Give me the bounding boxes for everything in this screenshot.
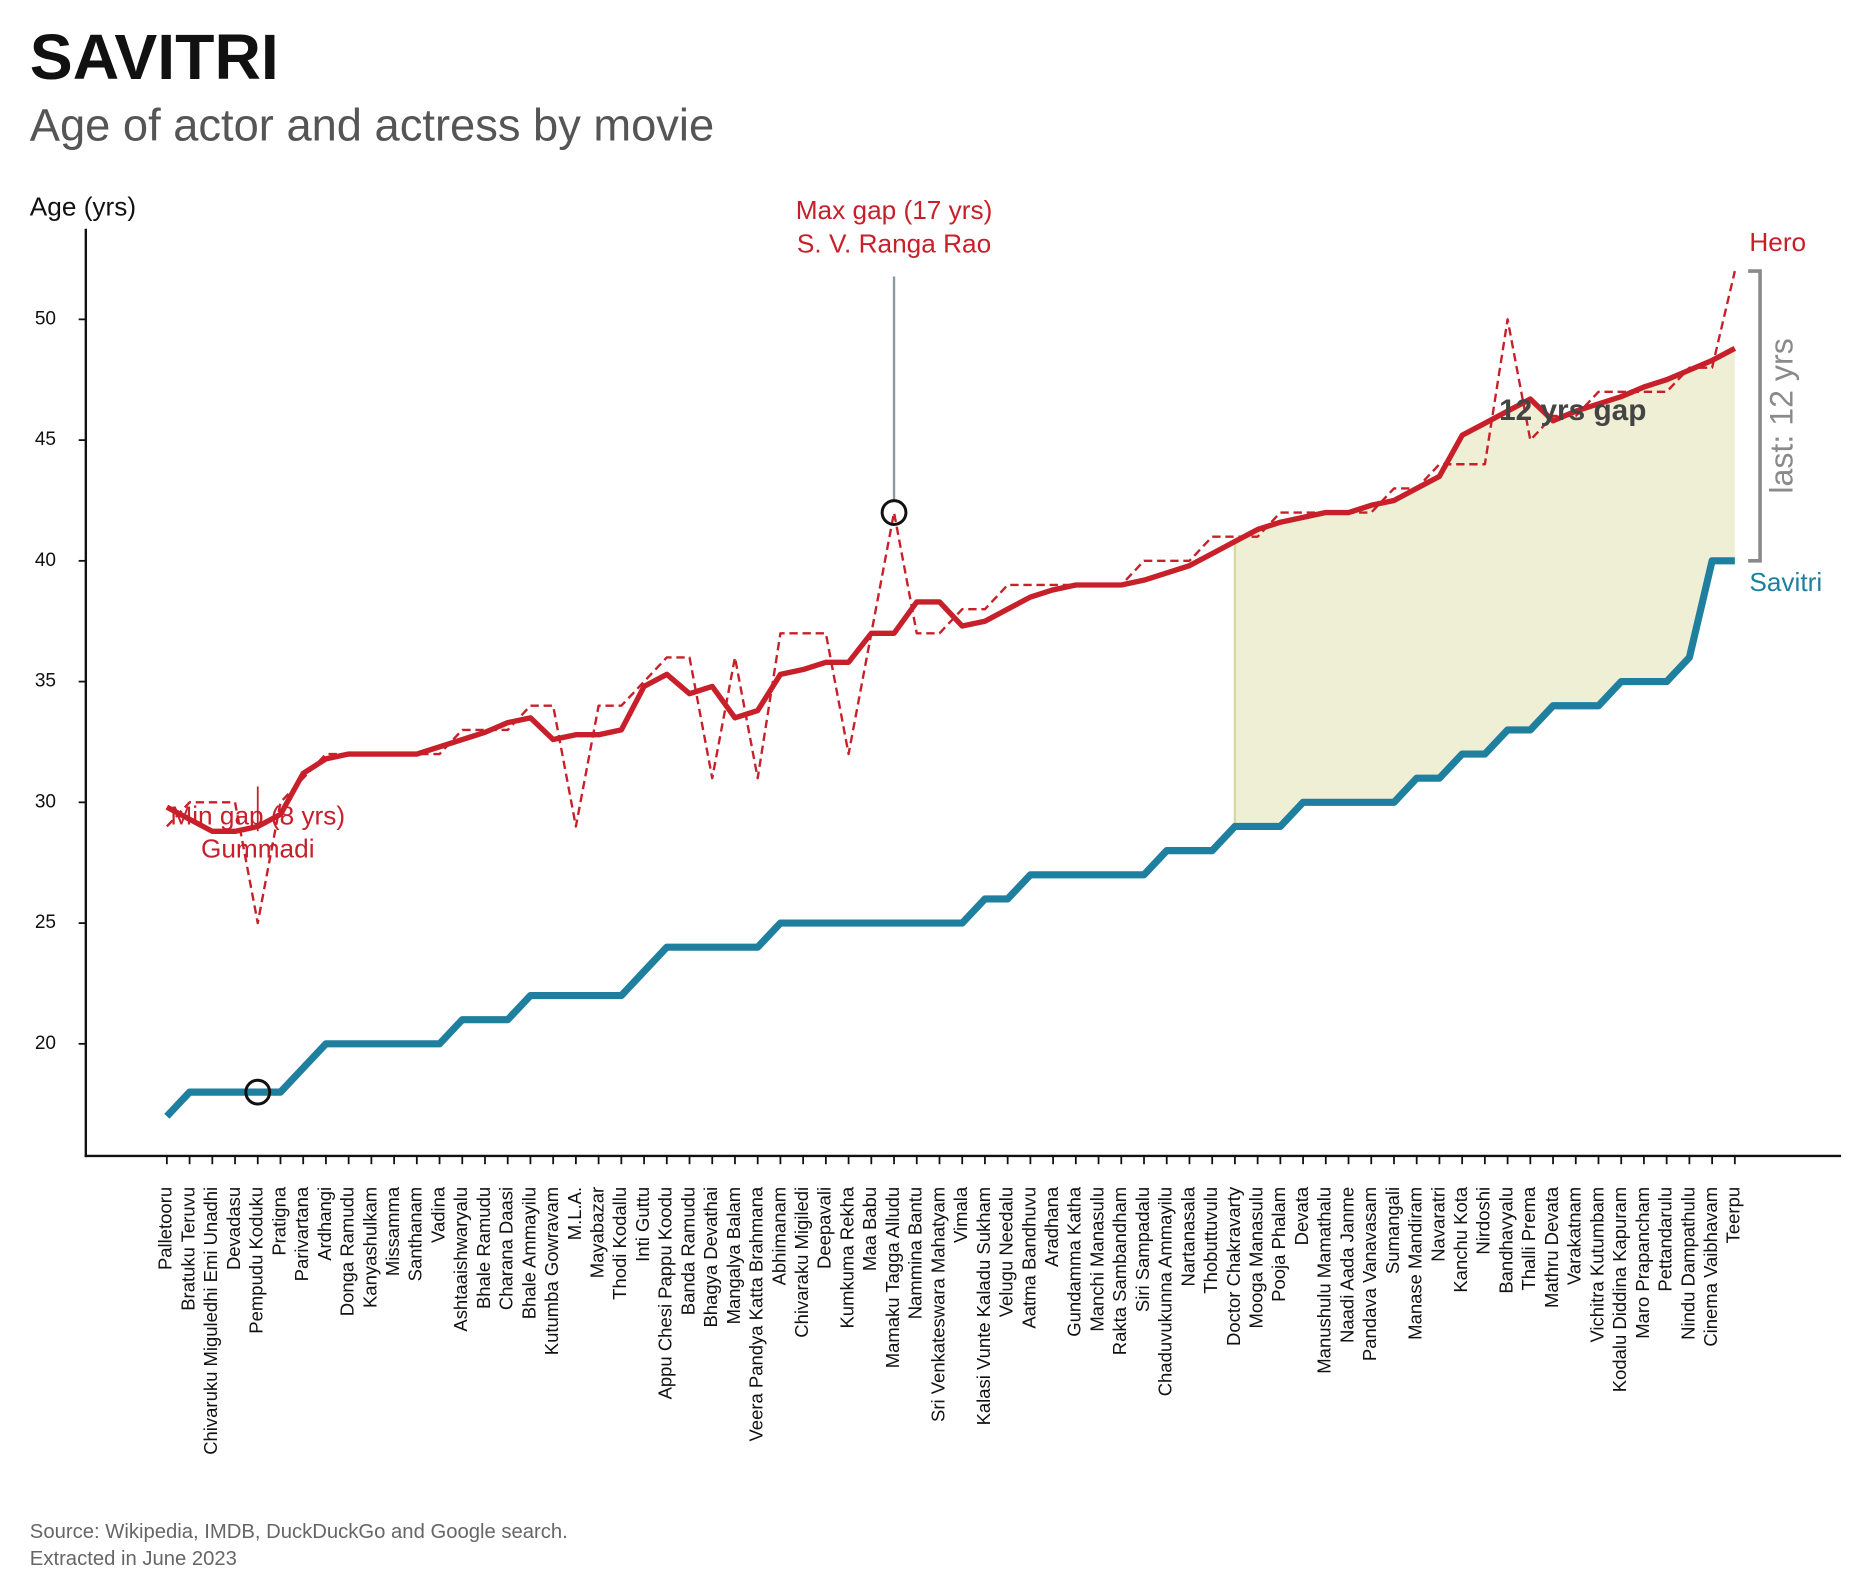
x-tick-label: Maro Prapancham [1632,1187,1653,1339]
y-tick-label: 50 [35,308,56,329]
series-label: Hero [1749,227,1806,257]
x-tick-label: Kanyashulkam [359,1187,380,1308]
x-tick-label: Pempudu Koduku [246,1187,267,1334]
x-tick-label: Nammina Bantu [905,1187,926,1319]
chart-title: SAVITRI [30,21,279,93]
y-axis-label: Age (yrs) [30,191,136,221]
x-tick-label: Mangalya Balam [723,1187,744,1325]
source-note: Extracted in June 2023 [30,1548,237,1570]
x-tick-label: Aatma Bandhuvu [1018,1187,1039,1329]
x-tick-label: Pratigna [268,1186,289,1256]
x-tick-label: Vichitra Kutumbam [1586,1187,1607,1343]
x-tick-label: Pandava Vanavasam [1359,1187,1380,1361]
x-tick-label: Bhale Ammayilu [518,1187,539,1319]
x-tick-label: Pettandarulu [1655,1187,1676,1292]
max-gap-label: S. V. Ranga Rao [797,228,991,258]
x-tick-label: Nartanasala [1177,1186,1198,1286]
x-tick-label: Parivartana [291,1186,312,1281]
x-tick-label: Mathru Devata [1541,1186,1562,1308]
x-tick-label: Nirdoshi [1473,1187,1494,1255]
x-tick-label: Vadina [427,1186,448,1243]
last-gap-label: last: 12 yrs [1763,338,1799,493]
x-tick-label: Gundamma Katha [1064,1186,1085,1337]
gap-area [1234,348,1735,827]
x-tick-label: Navaratri [1427,1187,1448,1262]
min-gap-label: Min gap (8 yrs) [170,800,345,830]
x-tick-label: Velugu Needalu [996,1187,1017,1317]
x-tick-label: Ardhangi [314,1187,335,1261]
x-tick-label: Naadi Aada Janme [1336,1187,1357,1343]
x-tick-label: Mamaku Tagga Alludu [882,1187,903,1368]
max-gap-marker [880,499,908,526]
y-tick-label: 35 [35,671,56,692]
x-tick-label: Bandhavyalu [1495,1187,1516,1294]
x-tick-label: Mooga Manasulu [1246,1187,1267,1329]
x-tick-label: Chivaraku Migiledi [791,1187,812,1338]
last-gap-bracket [1748,269,1762,563]
x-tick-label: Charana Daasi [496,1187,517,1310]
y-tick-label: 30 [35,791,56,812]
x-tick-label: Rakta Sambandham [1109,1187,1130,1355]
x-tick-label: Teerpu [1723,1187,1744,1243]
x-tick-label: Banda Ramudu [677,1187,698,1315]
x-tick-label: Chivaruku Miguledhi Emi Unadhi [200,1187,221,1455]
x-tick-label: Sumangali [1382,1187,1403,1274]
x-tick-label: Kutumba Gowravam [541,1187,562,1355]
source-note: Source: Wikipedia, IMDB, DuckDuckGo and … [30,1521,568,1543]
x-tick-label: Aradhana [1041,1186,1062,1267]
hero-trend [165,345,1737,834]
x-tick-label: M.L.A. [564,1187,585,1240]
x-tick-label: Missamma [382,1186,403,1276]
min-gap-label: Gummadi [201,834,315,864]
chart-subtitle: Age of actor and actress by movie [30,100,714,151]
x-tick-label: Pooja Phalam [1268,1187,1289,1302]
x-tick-label: Manchi Manasulu [1086,1187,1107,1332]
x-tick-label: Inti Guttu [632,1187,653,1262]
x-tick-label: Chaduvukunna Ammayilu [1155,1187,1176,1396]
x-tick-label: Varakatnam [1564,1187,1585,1285]
x-tick-label: Bhale Ramudu [473,1187,494,1309]
y-tick-label: 20 [35,1033,56,1054]
x-tick-label: Manushulu Mamathalu [1314,1187,1335,1374]
x-tick-label: Sri Venkateswara Mahatyam [927,1187,948,1422]
x-tick-label: Doctor Chakravarty [1223,1186,1244,1346]
x-tick-label: Palletooru [155,1187,176,1270]
x-tick-label: Appu Chesi Pappu Koodu [655,1187,676,1400]
x-tick-label: Maa Babu [859,1187,880,1271]
x-tick-label: Thobuttuvulu [1200,1187,1221,1294]
x-tick-label: Veera Pandya Katta Brahmana [746,1186,767,1441]
y-tick-label: 40 [35,550,56,571]
min-gap-marker [244,1078,272,1106]
x-tick-label: Thalli Prema [1518,1186,1539,1290]
x-tick-label: Manase Mandiram [1405,1187,1426,1340]
y-tick-label: 25 [35,912,56,933]
x-tick-label: Nindu Dampathulu [1677,1187,1698,1340]
x-tick-label: Deepavali [814,1187,835,1269]
x-tick-label: Kodalu Diddina Kapuram [1609,1187,1630,1392]
x-tick-label: Mayabazar [586,1187,607,1278]
x-tick-label: Abhimanam [768,1187,789,1286]
x-tick-label: Devata [1291,1186,1312,1245]
savitri-line [164,557,1735,1119]
x-tick-label: Ashtaaishwaryalu [450,1187,471,1332]
hero-line [165,270,1737,925]
x-tick-label: Bratuku Teruvu [177,1187,198,1311]
gap-label: 12 yrs gap [1499,394,1646,427]
x-tick-label: Devadasu [223,1187,244,1270]
y-tick-label: 45 [35,429,56,450]
series-label: Savitri [1749,567,1822,597]
x-tick-label: Santhanam [405,1187,426,1281]
x-tick-label: Thodi Kodallu [609,1187,630,1300]
x-tick-label: Donga Ramudu [337,1187,358,1316]
x-tick-label: Kumkuma Rekha [836,1186,857,1328]
x-tick-label: Vimala [950,1186,971,1243]
x-tick-label: Kalasi Vunte Kaladu Sukham [973,1187,994,1426]
x-tick-label: Siri Sampadalu [1132,1187,1153,1312]
x-tick-label: Bhagya Devathai [700,1187,721,1328]
x-tick-label: Cinema Vaibhavam [1700,1187,1721,1347]
max-gap-label: Max gap (17 yrs) [796,195,993,225]
x-tick-label: Kanchu Kota [1450,1186,1471,1292]
